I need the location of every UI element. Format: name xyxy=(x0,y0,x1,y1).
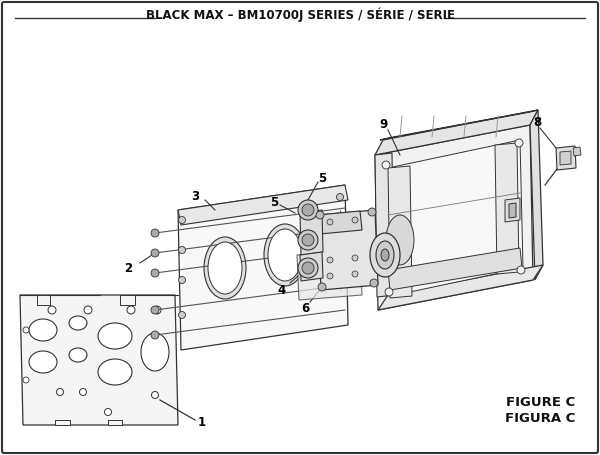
Polygon shape xyxy=(108,420,122,425)
Text: 2: 2 xyxy=(124,262,132,274)
Ellipse shape xyxy=(141,333,169,371)
Polygon shape xyxy=(375,125,533,310)
Polygon shape xyxy=(380,110,538,140)
Polygon shape xyxy=(37,295,50,305)
Ellipse shape xyxy=(98,323,132,349)
Polygon shape xyxy=(505,198,520,222)
Text: 5: 5 xyxy=(270,196,278,208)
Text: FIGURE C: FIGURE C xyxy=(506,395,575,409)
Circle shape xyxy=(151,331,159,339)
Polygon shape xyxy=(375,153,394,297)
Polygon shape xyxy=(178,185,348,350)
Text: 3: 3 xyxy=(191,189,199,202)
Circle shape xyxy=(302,234,314,246)
Circle shape xyxy=(153,306,161,314)
Circle shape xyxy=(151,391,158,399)
Circle shape xyxy=(515,139,523,147)
Polygon shape xyxy=(20,295,178,425)
Text: 7: 7 xyxy=(420,258,428,272)
Circle shape xyxy=(151,306,159,314)
Ellipse shape xyxy=(386,215,414,265)
Circle shape xyxy=(298,200,318,220)
Text: FIGURA C: FIGURA C xyxy=(505,411,575,425)
Circle shape xyxy=(370,279,378,287)
Circle shape xyxy=(327,219,333,225)
Ellipse shape xyxy=(29,319,57,341)
Circle shape xyxy=(23,377,29,383)
Circle shape xyxy=(179,312,185,318)
Circle shape xyxy=(298,230,318,250)
Ellipse shape xyxy=(268,229,302,281)
Circle shape xyxy=(337,193,343,201)
Polygon shape xyxy=(530,110,543,280)
Circle shape xyxy=(179,217,185,223)
Ellipse shape xyxy=(264,224,306,286)
Polygon shape xyxy=(573,147,581,156)
Ellipse shape xyxy=(69,348,87,362)
Circle shape xyxy=(337,277,343,283)
Circle shape xyxy=(302,204,314,216)
Polygon shape xyxy=(378,265,543,310)
Circle shape xyxy=(352,271,358,277)
Ellipse shape xyxy=(204,237,246,299)
Polygon shape xyxy=(388,248,522,290)
Polygon shape xyxy=(560,151,571,165)
Circle shape xyxy=(318,283,326,291)
Circle shape xyxy=(327,257,333,263)
Circle shape xyxy=(151,269,159,277)
Circle shape xyxy=(23,327,29,333)
Polygon shape xyxy=(120,295,135,305)
Circle shape xyxy=(56,389,64,395)
Polygon shape xyxy=(300,252,323,281)
Text: 5: 5 xyxy=(318,172,326,184)
Circle shape xyxy=(84,306,92,314)
Ellipse shape xyxy=(323,219,353,265)
Ellipse shape xyxy=(319,214,357,270)
Polygon shape xyxy=(388,140,523,296)
Circle shape xyxy=(352,217,358,223)
Polygon shape xyxy=(495,143,519,274)
Circle shape xyxy=(104,409,112,415)
Circle shape xyxy=(517,266,525,274)
Circle shape xyxy=(79,389,86,395)
Circle shape xyxy=(179,247,185,253)
Ellipse shape xyxy=(29,351,57,373)
Polygon shape xyxy=(55,420,70,425)
Circle shape xyxy=(382,161,390,169)
Circle shape xyxy=(385,288,393,296)
Text: 8: 8 xyxy=(533,116,541,128)
Circle shape xyxy=(302,262,314,274)
Circle shape xyxy=(316,211,324,219)
Polygon shape xyxy=(556,146,576,170)
Circle shape xyxy=(179,277,185,283)
Polygon shape xyxy=(318,210,378,290)
Text: 1: 1 xyxy=(198,416,206,430)
Circle shape xyxy=(127,306,135,314)
Ellipse shape xyxy=(98,359,132,385)
Text: 6: 6 xyxy=(301,302,309,314)
Circle shape xyxy=(352,255,358,261)
Polygon shape xyxy=(388,166,412,298)
Text: BLACK MAX – BM10700J SERIES / SÉRIE / SERIE: BLACK MAX – BM10700J SERIES / SÉRIE / SE… xyxy=(146,8,455,22)
Polygon shape xyxy=(300,210,323,255)
Circle shape xyxy=(337,222,343,228)
Ellipse shape xyxy=(69,316,87,330)
Circle shape xyxy=(327,273,333,279)
Circle shape xyxy=(368,208,376,216)
Circle shape xyxy=(337,249,343,257)
Text: 9: 9 xyxy=(380,117,388,131)
Ellipse shape xyxy=(370,233,400,277)
Ellipse shape xyxy=(381,249,389,261)
Polygon shape xyxy=(375,110,538,155)
Ellipse shape xyxy=(208,242,242,294)
Polygon shape xyxy=(297,250,362,300)
Polygon shape xyxy=(318,211,362,234)
Polygon shape xyxy=(509,203,516,218)
Circle shape xyxy=(151,229,159,237)
Circle shape xyxy=(298,258,318,278)
Ellipse shape xyxy=(376,241,394,269)
Text: 4: 4 xyxy=(278,283,286,297)
Polygon shape xyxy=(178,185,348,225)
Circle shape xyxy=(151,249,159,257)
